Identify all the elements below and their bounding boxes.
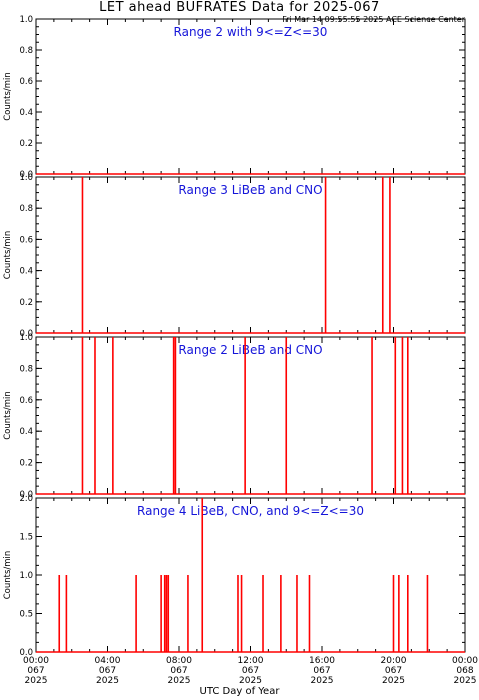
- x-tick-label-doy: 067: [27, 666, 44, 676]
- page-title: LET ahead BUFRATES Data for 2025-067: [99, 0, 380, 15]
- plot-frame: [35, 18, 466, 175]
- y-tick-label: 1.5: [19, 533, 33, 543]
- y-tick-label: 0.0: [19, 648, 33, 658]
- chart-panel-3: 0.0 0.2 0.4 0.6 0.8 1.0 Counts/min Range 2 LiBe…: [3, 333, 466, 500]
- x-tick-label-year: 2025: [168, 676, 191, 686]
- y-tick-label: 0.4: [19, 427, 33, 437]
- y-tick-label: 0.4: [19, 108, 33, 118]
- y-tick-label: 0.6: [19, 77, 33, 87]
- x-tick-label-time: 16:00: [309, 656, 335, 666]
- y-tick-label: 0.6: [19, 396, 33, 406]
- y-tick-label: 0.0: [19, 490, 33, 500]
- x-tick-label-year: 2025: [454, 676, 477, 686]
- x-tick-label-year: 2025: [96, 676, 119, 686]
- x-tick-label-year: 2025: [382, 676, 405, 686]
- y-tick-label: 0.4: [19, 267, 33, 277]
- y-tick-label: 0.8: [19, 364, 33, 374]
- x-tick-label-time: 00:00: [23, 656, 49, 666]
- x-tick-label-doy: 067: [242, 666, 259, 676]
- y-tick-label: 0.2: [19, 459, 33, 469]
- x-tick-label-doy: 067: [385, 666, 402, 676]
- x-tick-label-time: 20:00: [381, 656, 407, 666]
- panel-title: Range 2 LiBeB and CNO: [178, 343, 322, 357]
- y-tick-label: 0.0: [19, 170, 33, 180]
- chart-panel-4: 0.0 0.5 1.0 1.5 2.0 Counts/min Range 4 LiBeB, …: [3, 494, 478, 686]
- y-tick-label: 2.0: [19, 494, 33, 504]
- x-axis-title: UTC Day of Year: [199, 686, 280, 697]
- x-tick-label-doy: 067: [99, 666, 116, 676]
- y-axis-label: Counts/min: [3, 72, 13, 121]
- panel-title: Range 2 with 9<=Z<=30: [174, 25, 328, 39]
- y-tick-label: 0.6: [19, 235, 33, 245]
- x-tick-label-time: 12:00: [238, 656, 264, 666]
- y-axis-label: Counts/min: [3, 391, 13, 440]
- y-tick-label: 1.0: [19, 571, 33, 581]
- panel-title: Range 3 LiBeB and CNO: [178, 183, 322, 197]
- x-tick-label-year: 2025: [239, 676, 262, 686]
- x-tick-label-doy: 067: [170, 666, 187, 676]
- x-tick-label-doy: 068: [456, 666, 473, 676]
- plot-frame: [35, 336, 466, 495]
- x-tick-label-doy: 067: [313, 666, 330, 676]
- y-tick-label: 0.5: [19, 610, 33, 620]
- plot-frame: [35, 176, 466, 334]
- x-tick-label-year: 2025: [25, 676, 48, 686]
- y-tick-label: 0.2: [19, 298, 33, 308]
- y-tick-label: 0.8: [19, 204, 33, 214]
- chart-panel-1: 0.0 0.2 0.4 0.6 0.8 1.0 Counts/min Range 2 with…: [3, 15, 466, 180]
- x-tick-label-time: 00:00: [452, 656, 478, 666]
- x-tick-label-year: 2025: [311, 676, 334, 686]
- y-tick-label: 0.0: [19, 329, 33, 339]
- y-tick-label: 0.2: [19, 139, 33, 149]
- x-tick-label-time: 04:00: [95, 656, 121, 666]
- plot-frame: [35, 497, 466, 653]
- y-tick-label: 1.0: [19, 333, 33, 343]
- chart-panel-2: 0.0 0.2 0.4 0.6 0.8 1.0 Counts/min Range 3 LiBe…: [3, 173, 466, 339]
- panel-title: Range 4 LiBeB, CNO, and 9<=Z<=30: [137, 504, 364, 518]
- x-tick-label-time: 08:00: [166, 656, 192, 666]
- y-axis-label: Counts/min: [3, 231, 13, 280]
- y-axis-label: Counts/min: [3, 551, 13, 600]
- y-tick-label: 0.8: [19, 46, 33, 56]
- y-tick-label: 1.0: [19, 15, 33, 25]
- y-tick-label: 1.0: [19, 173, 33, 183]
